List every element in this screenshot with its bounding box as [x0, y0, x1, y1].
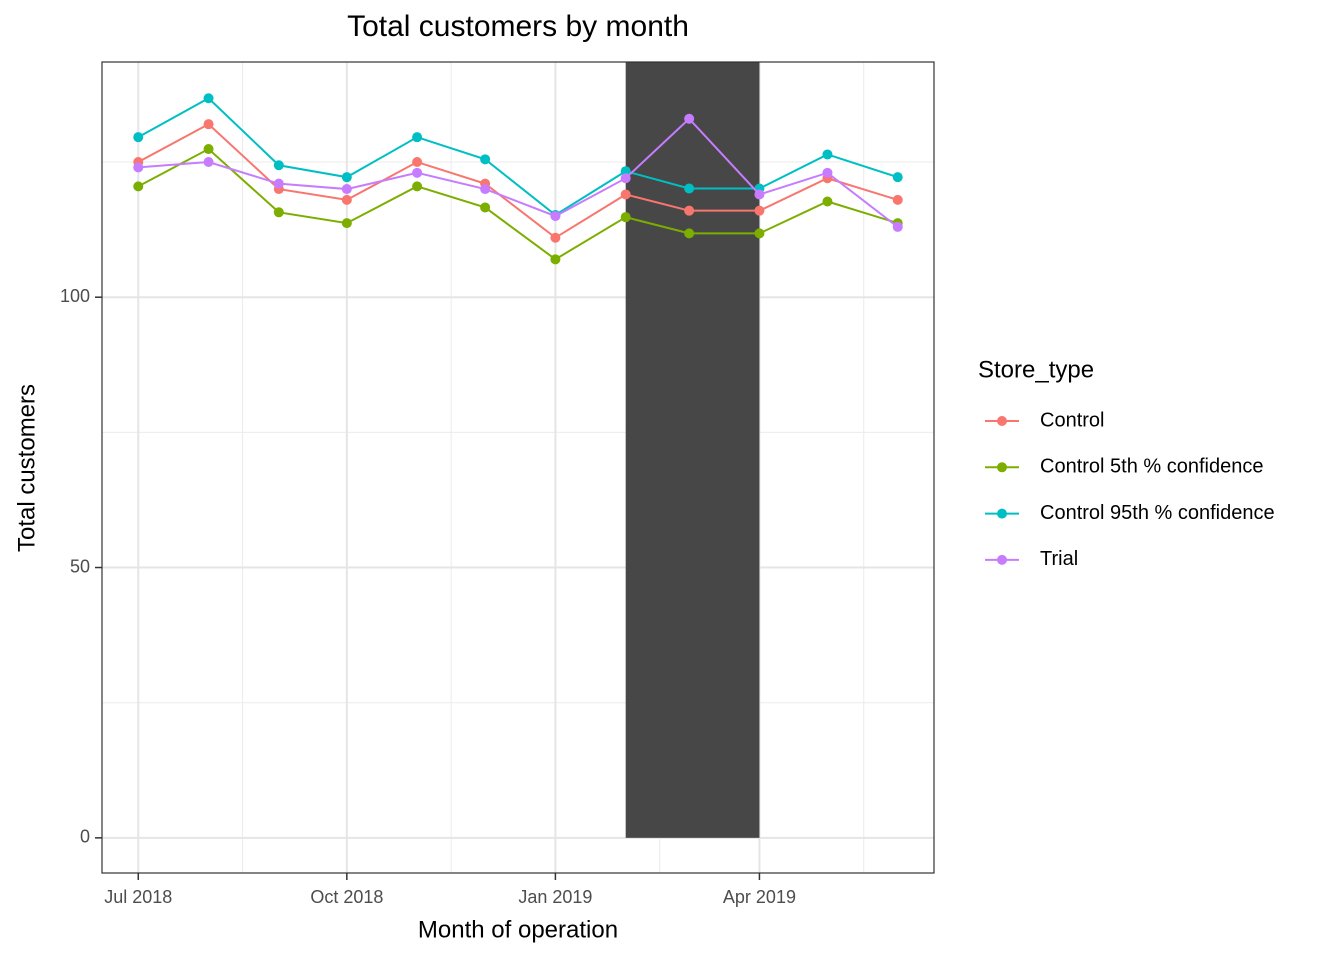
point	[412, 132, 423, 143]
point	[412, 157, 423, 168]
point	[133, 181, 144, 192]
point	[620, 173, 631, 184]
point	[620, 212, 631, 223]
x-axis-label: Month of operation	[418, 916, 618, 943]
point	[273, 207, 284, 218]
legend-label: Control 95th % confidence	[1040, 502, 1275, 524]
legend-title: Store_type	[978, 356, 1094, 383]
highlight-band	[625, 62, 760, 838]
x-tick-label: Apr 2019	[723, 887, 796, 907]
series-line	[137, 122, 899, 239]
point	[480, 154, 491, 165]
plot-background	[102, 62, 934, 873]
point	[341, 194, 352, 205]
point	[892, 172, 903, 183]
legend-key-point	[997, 462, 1007, 473]
point	[203, 144, 214, 155]
legend-key-point	[997, 416, 1007, 426]
point	[341, 218, 352, 229]
point	[684, 228, 695, 239]
point	[822, 149, 833, 160]
legend-label: Control 5th % confidence	[1040, 456, 1263, 478]
series-line	[137, 96, 899, 217]
point	[203, 157, 214, 168]
point	[550, 211, 561, 222]
y-tick-label: 0	[80, 827, 90, 847]
point	[550, 254, 561, 265]
point	[620, 166, 631, 177]
y-axis-label: Total customers	[13, 384, 40, 552]
point	[892, 194, 903, 205]
point	[273, 178, 284, 189]
point	[754, 189, 765, 200]
point	[412, 181, 423, 192]
point	[341, 172, 352, 183]
point	[684, 113, 695, 124]
x-tick-label: Jan 2019	[518, 887, 592, 907]
point	[133, 162, 144, 173]
point	[550, 232, 561, 243]
point	[822, 196, 833, 207]
legend-label: Control	[1040, 409, 1104, 431]
y-tick-label: 100	[60, 286, 90, 306]
x-tick-label: Oct 2018	[310, 887, 383, 907]
point	[620, 189, 631, 200]
point	[684, 205, 695, 216]
point	[822, 167, 833, 178]
point	[480, 202, 491, 213]
point	[754, 228, 765, 239]
legend-key-point	[997, 508, 1007, 519]
legend-key-point	[997, 554, 1007, 565]
point	[412, 167, 423, 178]
y-tick-label: 50	[70, 556, 90, 576]
series-line	[137, 147, 899, 261]
x-tick-label: Jul 2018	[104, 887, 172, 907]
chart-title: Total customers by month	[347, 10, 689, 43]
point	[684, 183, 695, 194]
point	[203, 93, 214, 104]
plot-border	[101, 61, 935, 874]
legend-label: Trial	[1040, 548, 1078, 570]
point	[273, 160, 284, 171]
point	[203, 119, 214, 130]
series-line	[138, 117, 899, 228]
point	[892, 221, 903, 232]
point	[754, 205, 765, 216]
point	[133, 132, 144, 143]
point	[480, 184, 491, 195]
point	[341, 184, 352, 195]
